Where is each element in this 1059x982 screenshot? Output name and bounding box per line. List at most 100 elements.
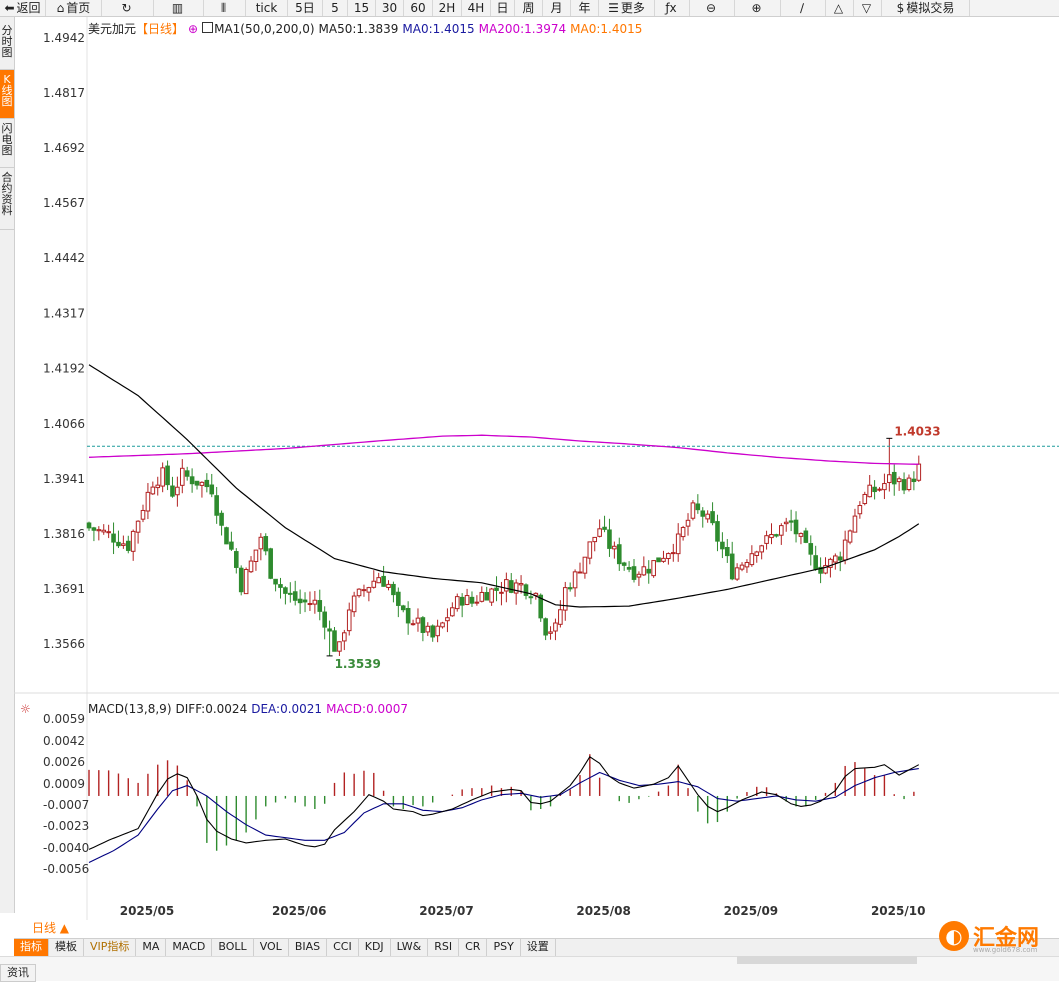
side-tab-0[interactable]: 分时图 xyxy=(0,21,14,70)
candle-body xyxy=(288,592,293,595)
back-arrow-button[interactable]: ⬅ 返回 xyxy=(0,0,46,16)
legend-period[interactable]: 【日线】 xyxy=(136,22,185,36)
period-button-7[interactable]: 5 xyxy=(323,0,348,16)
side-tab-char: K xyxy=(3,73,11,86)
indicator-tab-11[interactable]: RSI xyxy=(428,939,460,956)
indicator-tab-8[interactable]: CCI xyxy=(327,939,359,956)
dea-line xyxy=(88,768,919,863)
candle-body xyxy=(317,600,323,612)
toolbar-label: 年 xyxy=(578,1,591,15)
month-label: 2025/08 xyxy=(576,904,630,918)
triangle-up-button[interactable]: △ xyxy=(826,0,854,16)
candle-body xyxy=(562,587,568,611)
candle-body xyxy=(135,520,141,533)
legend-ma0-a: MA0:1.4015 xyxy=(402,22,475,36)
candle-body xyxy=(297,598,303,604)
side-tab-char: 料 xyxy=(1,204,13,217)
function-button[interactable]: ƒx xyxy=(655,0,690,16)
side-tab-3[interactable]: 合约资料 xyxy=(0,168,14,230)
candle-body xyxy=(224,527,229,545)
candle-body xyxy=(548,631,553,634)
candle-body xyxy=(577,571,583,574)
candle-body xyxy=(179,467,185,486)
period-selector[interactable]: 日线 ▲ xyxy=(14,920,87,937)
legend-symbol: 美元加元 xyxy=(88,22,137,36)
macd-legend-macd: MACD:0.0007 xyxy=(326,702,409,716)
candle-body xyxy=(381,575,386,587)
period-button-9[interactable]: 30 xyxy=(376,0,404,16)
toolbar-label: 模拟交易 xyxy=(906,1,955,15)
indicator-tab-14[interactable]: 设置 xyxy=(521,939,556,956)
toolbar-label: 15 xyxy=(353,1,370,15)
side-tab-2[interactable]: 闪电图 xyxy=(0,119,14,168)
price-tick-label: 1.4692 xyxy=(43,141,85,155)
candlestick-button[interactable]: ⫴ xyxy=(204,0,246,16)
period-button-15[interactable]: 月 xyxy=(543,0,571,16)
price-tick-label: 1.3941 xyxy=(43,472,85,486)
dollar-button[interactable]: $ 模拟交易 xyxy=(882,0,970,16)
period-button-13[interactable]: 日 xyxy=(491,0,515,16)
draw-line-button[interactable]: ∕ xyxy=(781,0,826,16)
candle-body xyxy=(793,519,799,535)
logo-text: 汇金网 xyxy=(973,926,1040,951)
indicator-tab-9[interactable]: KDJ xyxy=(359,939,391,956)
menu-button[interactable]: ☰ 更多 xyxy=(599,0,655,16)
indicator-tab-3[interactable]: MA xyxy=(136,939,167,956)
candle-body xyxy=(720,541,725,550)
candle-body xyxy=(454,596,460,610)
zoom-in-icon: ⊕ xyxy=(751,1,762,15)
indicator-tab-2[interactable]: VIP指标 xyxy=(84,939,137,956)
settings-circle-icon[interactable]: ⊕ xyxy=(188,22,199,36)
indicator-tab-12[interactable]: CR xyxy=(459,939,488,956)
candle-body xyxy=(111,533,116,543)
candle-body xyxy=(391,583,396,596)
period-button-11[interactable]: 2H xyxy=(433,0,462,16)
triangle-down-button[interactable]: ▽ xyxy=(854,0,882,16)
candle-body xyxy=(715,521,720,542)
price-tick-label: 1.3691 xyxy=(43,582,85,596)
macd-legend-values: MACD(13,8,9) DIFF:0.0024 DEA:0.0021 MACD:0.… xyxy=(88,702,412,716)
top-toolbar: ⬅ 返回 ⌂ 首页 ↻ ▥ ⫴ tick 5日 5 15 30 60 2H 4H 日周月年 ☰ 更多 ƒx ⊖ ⊕ ∕ △ ▽… xyxy=(0,0,1059,17)
checkbox-icon[interactable] xyxy=(202,22,214,33)
period-button-14[interactable]: 周 xyxy=(515,0,543,16)
news-tab[interactable]: 资讯 xyxy=(0,964,36,982)
toolbar-label: 60 xyxy=(410,1,426,15)
indicator-tab-10[interactable]: LW& xyxy=(391,939,429,956)
refresh-button[interactable]: ↻ xyxy=(102,0,154,16)
candle-body xyxy=(847,530,853,543)
candle-body xyxy=(430,625,435,638)
zoom-in-button[interactable]: ⊕ xyxy=(735,0,781,16)
indicator-tab-1[interactable]: 模板 xyxy=(49,939,84,956)
indicator-tab-4[interactable]: MACD xyxy=(166,939,213,956)
zoom-out-button[interactable]: ⊖ xyxy=(690,0,735,16)
indicator-tab-6[interactable]: VOL xyxy=(254,939,289,956)
price-tick-label: 1.4942 xyxy=(43,31,85,45)
price-tick-label: 1.4442 xyxy=(43,251,85,265)
candle-body xyxy=(116,541,121,547)
side-tab-char: 线 xyxy=(1,84,13,97)
kline-chart[interactable]: 1.4942 1.4817 1.4692 1.4567 1.4442 1.4317 1.41… xyxy=(14,17,1059,920)
period-button-16[interactable]: 年 xyxy=(571,0,599,16)
horizontal-scrollbar[interactable] xyxy=(737,956,917,964)
bar-chart-button[interactable]: ▥ xyxy=(154,0,204,16)
candle-body xyxy=(867,484,872,498)
period-button-12[interactable]: 4H xyxy=(462,0,491,16)
candle-body xyxy=(508,580,514,593)
indicator-tab-5[interactable]: BOLL xyxy=(212,939,254,956)
indicator-tab-0[interactable]: 指标 xyxy=(14,939,49,956)
candle-body xyxy=(332,630,337,652)
home-button[interactable]: ⌂ 首页 xyxy=(46,0,102,16)
toolbar-label: 周 xyxy=(522,1,535,15)
period-button-8[interactable]: 15 xyxy=(348,0,376,16)
candle-body xyxy=(725,546,730,557)
period-button-5[interactable]: tick xyxy=(246,0,288,16)
indicator-tab-7[interactable]: BIAS xyxy=(289,939,328,956)
indicator-tab-13[interactable]: PSY xyxy=(487,939,521,956)
zoom-out-icon: ⊖ xyxy=(705,1,717,15)
candle-body xyxy=(882,483,887,491)
period-button-6[interactable]: 5日 xyxy=(288,0,323,16)
macd-settings-icon[interactable]: ☼ xyxy=(20,702,31,716)
candle-body xyxy=(764,535,769,544)
period-button-10[interactable]: 60 xyxy=(404,0,433,16)
